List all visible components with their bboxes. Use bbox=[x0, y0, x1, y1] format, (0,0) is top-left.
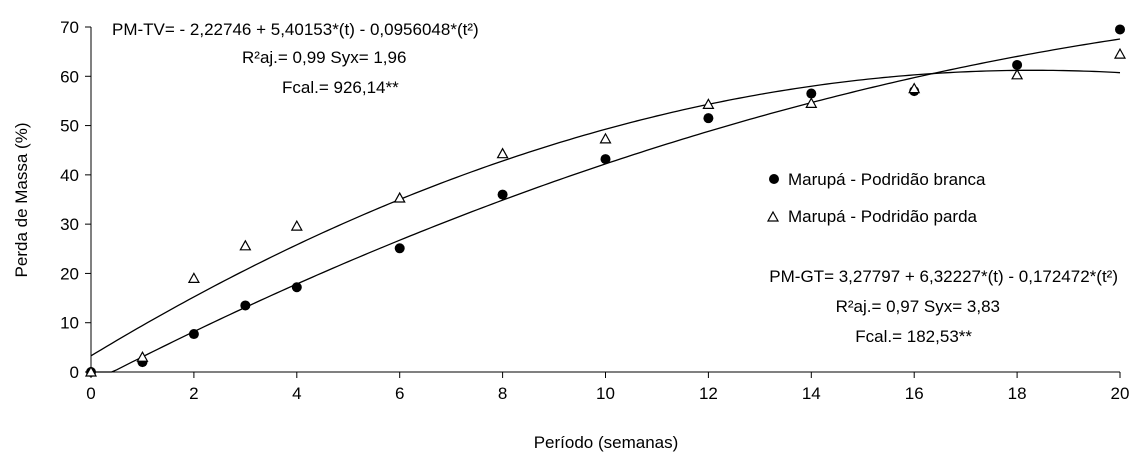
point-parda bbox=[908, 82, 921, 94]
annotation-tv-fcal: Fcal.= 926,14** bbox=[282, 78, 399, 97]
fit-lines bbox=[90, 38, 1121, 373]
annotation-tv: PM-TV= - 2,22746 + 5,40153*(t) - 0,09560… bbox=[112, 20, 479, 97]
point-branca bbox=[240, 300, 251, 311]
x-tick-label: 12 bbox=[699, 384, 718, 403]
x-tick-label: 10 bbox=[596, 384, 615, 403]
y-tick-label: 0 bbox=[70, 363, 79, 382]
point-branca bbox=[1012, 59, 1023, 70]
fit-curve-1 bbox=[91, 38, 1121, 373]
point-parda bbox=[599, 132, 612, 144]
point-branca bbox=[703, 113, 714, 124]
legend: Marupá - Podridão branca Marupá - Podrid… bbox=[766, 170, 986, 226]
point-branca bbox=[291, 282, 302, 293]
point-parda bbox=[1011, 68, 1024, 80]
point-parda bbox=[1113, 47, 1127, 59]
point-parda bbox=[805, 97, 818, 108]
x-tick-label: 4 bbox=[292, 384, 301, 403]
point-parda bbox=[290, 219, 303, 231]
point-parda bbox=[702, 98, 715, 109]
point-parda bbox=[84, 365, 98, 377]
legend-marker-open-triangle bbox=[766, 210, 780, 222]
legend-marker-filled-circle bbox=[769, 174, 779, 184]
annotation-tv-r2: R²aj.= 0,99 Syx= 1,96 bbox=[242, 48, 406, 67]
y-axis-title: Perda de Massa (%) bbox=[12, 123, 31, 278]
y-tick-label: 60 bbox=[60, 67, 79, 86]
annotation-gt-equation: PM-GT= 3,27797 + 6,32227*(t) - 0,172472*… bbox=[769, 267, 1118, 286]
x-tick-label: 14 bbox=[802, 384, 821, 403]
point-branca bbox=[806, 88, 817, 99]
legend-item-branca: Marupá - Podridão branca bbox=[769, 170, 986, 189]
fit-curve-2 bbox=[90, 69, 1121, 357]
data-points bbox=[84, 24, 1127, 377]
y-tick-label: 30 bbox=[60, 215, 79, 234]
x-tick-label: 8 bbox=[498, 384, 507, 403]
point-parda bbox=[136, 350, 149, 362]
x-tick-label: 6 bbox=[395, 384, 404, 403]
legend-label-parda: Marupá - Podridão parda bbox=[788, 207, 978, 226]
point-branca bbox=[394, 243, 405, 254]
point-branca bbox=[497, 189, 508, 200]
annotation-gt-fcal: Fcal.= 182,53** bbox=[855, 327, 972, 346]
legend-item-parda: Marupá - Podridão parda bbox=[766, 207, 978, 226]
x-tick-label: 16 bbox=[905, 384, 924, 403]
y-tick-label: 20 bbox=[60, 264, 79, 283]
y-tick-label: 70 bbox=[60, 18, 79, 37]
annotation-tv-equation: PM-TV= - 2,22746 + 5,40153*(t) - 0,09560… bbox=[112, 20, 479, 39]
x-tick-label: 0 bbox=[86, 384, 95, 403]
axes: 0 10 20 30 40 50 60 70 0 2 4 6 8 10 12 14 16 18 20 bbox=[60, 18, 1129, 403]
point-parda bbox=[393, 191, 406, 203]
point-branca bbox=[600, 154, 611, 165]
x-tick-label: 18 bbox=[1008, 384, 1027, 403]
x-axis-title: Período (semanas) bbox=[534, 433, 679, 452]
y-tick-label: 40 bbox=[60, 166, 79, 185]
legend-label-branca: Marupá - Podridão branca bbox=[788, 170, 986, 189]
point-parda bbox=[496, 147, 509, 159]
annotation-gt-r2: R²aj.= 0,97 Syx= 3,83 bbox=[836, 297, 1000, 316]
x-tick-label: 2 bbox=[189, 384, 198, 403]
y-tick-label: 10 bbox=[60, 314, 79, 333]
point-branca bbox=[1115, 24, 1125, 35]
point-parda bbox=[187, 272, 200, 283]
annotation-gt: PM-GT= 3,27797 + 6,32227*(t) - 0,172472*… bbox=[769, 267, 1118, 346]
point-branca bbox=[188, 329, 199, 340]
y-tick-label: 50 bbox=[60, 117, 79, 136]
x-tick-label: 20 bbox=[1111, 384, 1130, 403]
point-parda bbox=[239, 239, 252, 251]
